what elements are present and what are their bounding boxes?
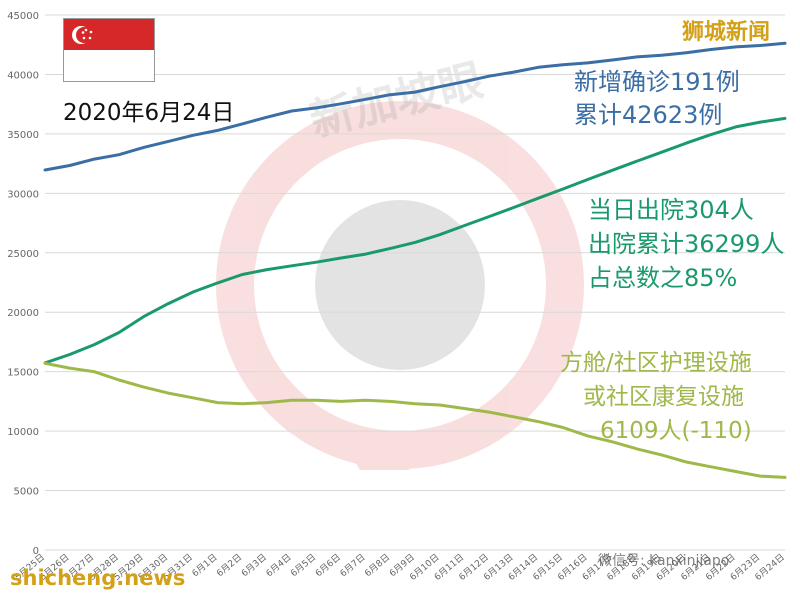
x-tick-label: 6月7日 [338, 552, 368, 579]
y-tick-label: 15000 [7, 368, 39, 379]
y-tick-label: 40000 [7, 70, 39, 81]
flag-crescent-stars-icon [72, 26, 93, 44]
confirmed-annotation-line2: 累计42623例 [574, 101, 723, 129]
date-label: 2020年6月24日 [63, 100, 235, 126]
y-tick-label: 20000 [7, 308, 39, 319]
x-tick-label: 6月5日 [289, 552, 319, 579]
y-tick-label: 0 [33, 546, 39, 557]
community-annotation-line1: 方舱/社区护理设施 [560, 350, 752, 376]
x-tick-label: 6月6日 [313, 552, 343, 579]
discharged-annotation-line1: 当日出院304人 [588, 196, 754, 224]
series-lines [43, 41, 787, 479]
y-tick-label: 10000 [7, 427, 39, 438]
confirmed-annotation-line1: 新增确诊191例 [574, 68, 740, 96]
watermark-wechat: 微信号: kanxinjiapo [598, 553, 730, 569]
discharged-annotation-line2: 出院累计36299人 [588, 230, 785, 258]
series-line-confirmed [43, 41, 787, 172]
series-line-discharged [43, 116, 787, 365]
watermark-logo [216, 101, 584, 470]
y-axis-ticks: 0 5000 10000 15000 20000 25000 30000 35000 40000… [7, 11, 39, 557]
watermark-site: shicheng.news [10, 566, 186, 590]
x-tick-label: 6月8日 [363, 552, 393, 579]
y-tick-label: 35000 [7, 130, 39, 141]
community-annotation-line2: 或社区康复设施 [583, 384, 744, 410]
series-line-community [43, 361, 787, 479]
x-tick-label: 6月4日 [264, 552, 294, 579]
y-tick-label: 45000 [7, 11, 39, 22]
x-tick-label: 6月1日 [190, 552, 220, 579]
y-tick-label: 25000 [7, 249, 39, 260]
y-tick-label: 5000 [14, 487, 39, 498]
community-annotation-line3: 6109人(-110) [600, 418, 752, 444]
x-tick-label: 6月3日 [239, 552, 269, 579]
brand-label: 狮城新闻 [682, 20, 771, 45]
flag-white-band [64, 50, 154, 81]
y-tick-label: 30000 [7, 189, 39, 200]
singapore-flag [63, 18, 155, 82]
discharged-annotation-line3: 占总数之85% [588, 264, 738, 292]
x-tick-label: 6月2日 [215, 552, 245, 579]
gridlines [45, 14, 785, 551]
